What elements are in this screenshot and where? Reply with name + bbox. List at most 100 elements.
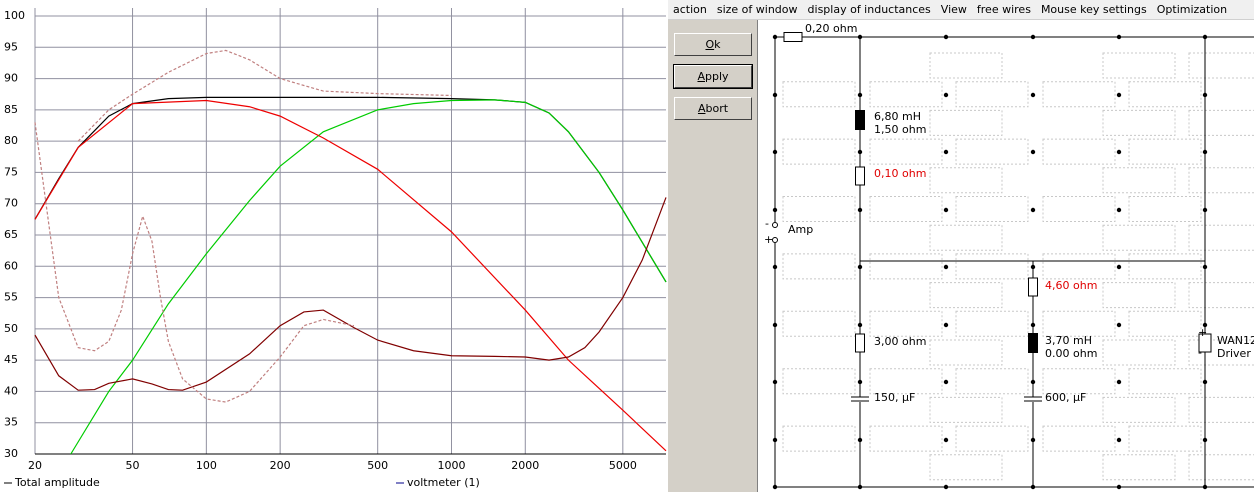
x-tick-label: 100 bbox=[196, 459, 217, 472]
slot-box bbox=[929, 454, 1003, 481]
slot-box bbox=[1128, 138, 1202, 165]
slot-box bbox=[1128, 425, 1202, 452]
slot-box bbox=[1188, 224, 1254, 251]
menu-item[interactable]: View bbox=[940, 3, 967, 16]
slot-box bbox=[1128, 253, 1202, 280]
y-tick-label: 60 bbox=[4, 259, 18, 272]
slot-box bbox=[782, 425, 856, 452]
node-dot bbox=[1116, 92, 1122, 98]
component-label: 6,80 mH bbox=[874, 110, 921, 123]
resistor bbox=[1198, 333, 1212, 353]
node-dot bbox=[943, 92, 949, 98]
y-tick-label: 50 bbox=[4, 322, 18, 335]
slot-box bbox=[782, 138, 856, 165]
node-dot bbox=[1116, 379, 1122, 385]
slot-box bbox=[929, 224, 1003, 251]
slot-box bbox=[955, 310, 1029, 337]
slot-box bbox=[869, 425, 943, 452]
y-tick-label: 85 bbox=[4, 103, 18, 116]
x-tick-label: 500 bbox=[367, 459, 388, 472]
y-tick-label: 95 bbox=[4, 40, 18, 53]
menu-item[interactable]: action bbox=[673, 3, 707, 16]
menu-item[interactable]: free wires bbox=[976, 3, 1031, 16]
y-tick-label: 65 bbox=[4, 228, 18, 241]
menu-item[interactable]: display of inductances bbox=[807, 3, 931, 16]
y-tick-label: 100 bbox=[4, 9, 25, 22]
slot-box bbox=[1188, 396, 1254, 423]
slot-box bbox=[1188, 109, 1254, 136]
menu-item[interactable]: size of window bbox=[716, 3, 798, 16]
button-label: Ok bbox=[705, 38, 721, 51]
button[interactable]: Apply bbox=[673, 64, 753, 89]
slot-box bbox=[929, 52, 1003, 79]
slot-box bbox=[1128, 81, 1202, 108]
series-line bbox=[34, 122, 355, 403]
slot-box bbox=[869, 138, 943, 165]
slot-box bbox=[1042, 368, 1116, 395]
component-label: + bbox=[1198, 326, 1207, 339]
node-dot bbox=[943, 322, 949, 328]
capacitor-gap bbox=[850, 397, 870, 402]
node-dot bbox=[1030, 149, 1036, 155]
legend-label: voltmeter (1) bbox=[407, 476, 480, 489]
slot-box bbox=[1102, 167, 1176, 194]
slot-box bbox=[955, 425, 1029, 452]
node-dot bbox=[1030, 92, 1036, 98]
x-tick-label: 50 bbox=[126, 459, 140, 472]
slot-box bbox=[1188, 282, 1254, 309]
node-dot bbox=[1116, 437, 1122, 443]
component-label: 3,70 mH bbox=[1045, 334, 1092, 347]
slot-box bbox=[869, 310, 943, 337]
slot-box bbox=[955, 196, 1029, 222]
slot-box bbox=[869, 368, 943, 395]
component-label: - bbox=[1198, 346, 1202, 359]
menu-item[interactable]: Mouse key settings bbox=[1040, 3, 1147, 16]
series-line bbox=[34, 99, 667, 452]
slot-box bbox=[782, 253, 856, 280]
node-dot bbox=[1116, 322, 1122, 328]
menu-item[interactable]: Optimization bbox=[1156, 3, 1228, 16]
component-label: - bbox=[765, 217, 769, 230]
node-dot bbox=[943, 379, 949, 385]
component-label: 1,50 ohm bbox=[874, 123, 926, 136]
button[interactable]: Ok bbox=[674, 33, 752, 56]
circuit-canvas: 0,20 ohm 6,80 mH1,50 ohm 0,10 ohm Amp 4,60 o… bbox=[764, 22, 1254, 490]
button-label: Abort bbox=[697, 102, 729, 115]
slot-box bbox=[1102, 454, 1176, 481]
component-label: Driver 3 bbox=[1217, 347, 1254, 360]
resistor bbox=[855, 333, 865, 353]
button[interactable]: Abort bbox=[674, 97, 752, 120]
component-label: Amp bbox=[788, 223, 813, 236]
resistor bbox=[1028, 277, 1038, 297]
component-label: 0,20 ohm bbox=[805, 22, 857, 35]
terminal bbox=[772, 237, 778, 243]
inductor bbox=[855, 110, 865, 130]
node-dot bbox=[943, 149, 949, 155]
slot-box bbox=[1102, 339, 1176, 366]
slot-box bbox=[955, 253, 1029, 280]
y-tick-label: 30 bbox=[4, 447, 18, 460]
x-tick-label: 2000 bbox=[511, 459, 539, 472]
slot-box bbox=[1188, 339, 1254, 366]
y-tick-label: 40 bbox=[4, 384, 18, 397]
slot-box bbox=[782, 196, 856, 222]
resistor bbox=[783, 32, 803, 42]
node-dot bbox=[943, 437, 949, 443]
y-tick-label: 45 bbox=[4, 353, 18, 366]
node-dot bbox=[1116, 207, 1122, 213]
component-label: 0,10 ohm bbox=[874, 167, 926, 180]
node-dot bbox=[1030, 207, 1036, 213]
slot-box bbox=[929, 109, 1003, 136]
slot-box bbox=[1102, 52, 1176, 79]
legend-label: Total amplitude bbox=[14, 476, 100, 489]
slot-box bbox=[869, 196, 943, 222]
slot-box bbox=[955, 81, 1029, 108]
y-tick-label: 35 bbox=[4, 416, 18, 429]
slot-box bbox=[1188, 454, 1254, 481]
series-line bbox=[77, 49, 452, 142]
component-label: + bbox=[764, 233, 773, 246]
slot-box bbox=[1128, 196, 1202, 222]
chart: 30 35 40 45 50 55 60 65 70 75 80 85 90 95 100 20 50 100 20… bbox=[4, 8, 667, 489]
slot-box bbox=[1102, 396, 1176, 423]
